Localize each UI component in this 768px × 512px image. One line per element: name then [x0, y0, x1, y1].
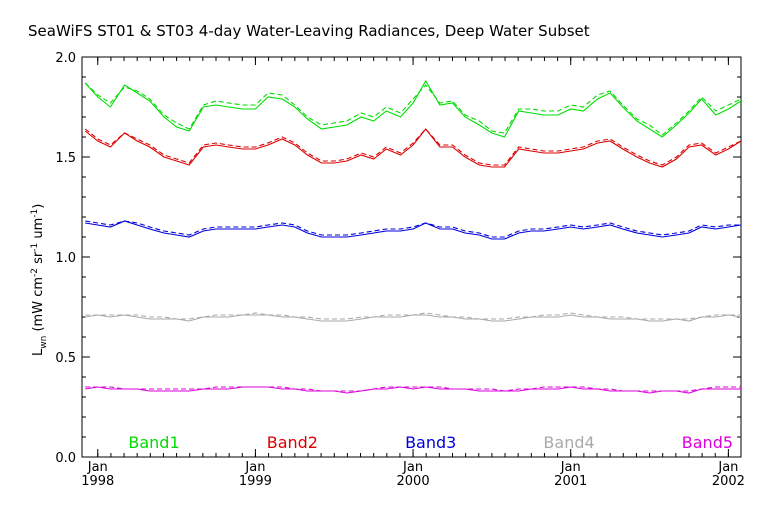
y-tick-label: 0.0	[55, 451, 76, 466]
x-tick-month-label: Jan	[244, 460, 265, 475]
x-tick-year-label: 2000	[397, 474, 430, 489]
series-lines	[84, 79, 742, 394]
y-tick-label: 1.0	[55, 251, 76, 266]
x-tick-month-label: Jan	[717, 460, 738, 475]
legend-label-band3: Band3	[405, 433, 456, 452]
series-line-band1-dashed	[84, 82, 742, 136]
legend-label-band5: Band5	[682, 433, 733, 452]
x-tick-year-label: 1998	[81, 474, 114, 489]
series-line-band2	[84, 128, 742, 168]
legend-label-band2: Band2	[267, 433, 318, 452]
series-line-band1	[84, 79, 742, 138]
x-tick-year-label: 2002	[712, 474, 745, 489]
y-tick-label: 0.5	[55, 351, 76, 366]
x-tick-month-label: Jan	[402, 460, 423, 475]
y-axis-label: Lwn (mW cm-2 sr-1 um-1)	[30, 204, 49, 356]
y-tick-label: 1.5	[55, 151, 76, 166]
chart-title: SeaWiFS ST01 & ST03 4-day Water-Leaving …	[28, 22, 590, 40]
series-line-band5-dashed	[85, 386, 741, 392]
legend-label-band1: Band1	[128, 433, 179, 452]
x-tick-year-label: 2001	[554, 474, 587, 489]
y-axis-ticks: 0.0 0.5 1.0 1.5 2.0	[55, 51, 741, 466]
series-line-band3	[85, 220, 742, 240]
x-tick-year-label: 1999	[239, 474, 272, 489]
y-tick-label: 2.0	[55, 51, 76, 66]
series-line-band2-dashed	[84, 128, 742, 166]
legend: Band1 Band2 Band3 Band4 Band5	[128, 433, 733, 452]
series-line-band4-dashed	[85, 312, 741, 320]
x-tick-month-label: Jan	[87, 460, 108, 475]
legend-label-band4: Band4	[543, 433, 594, 452]
x-tick-month-label: Jan	[560, 460, 581, 475]
